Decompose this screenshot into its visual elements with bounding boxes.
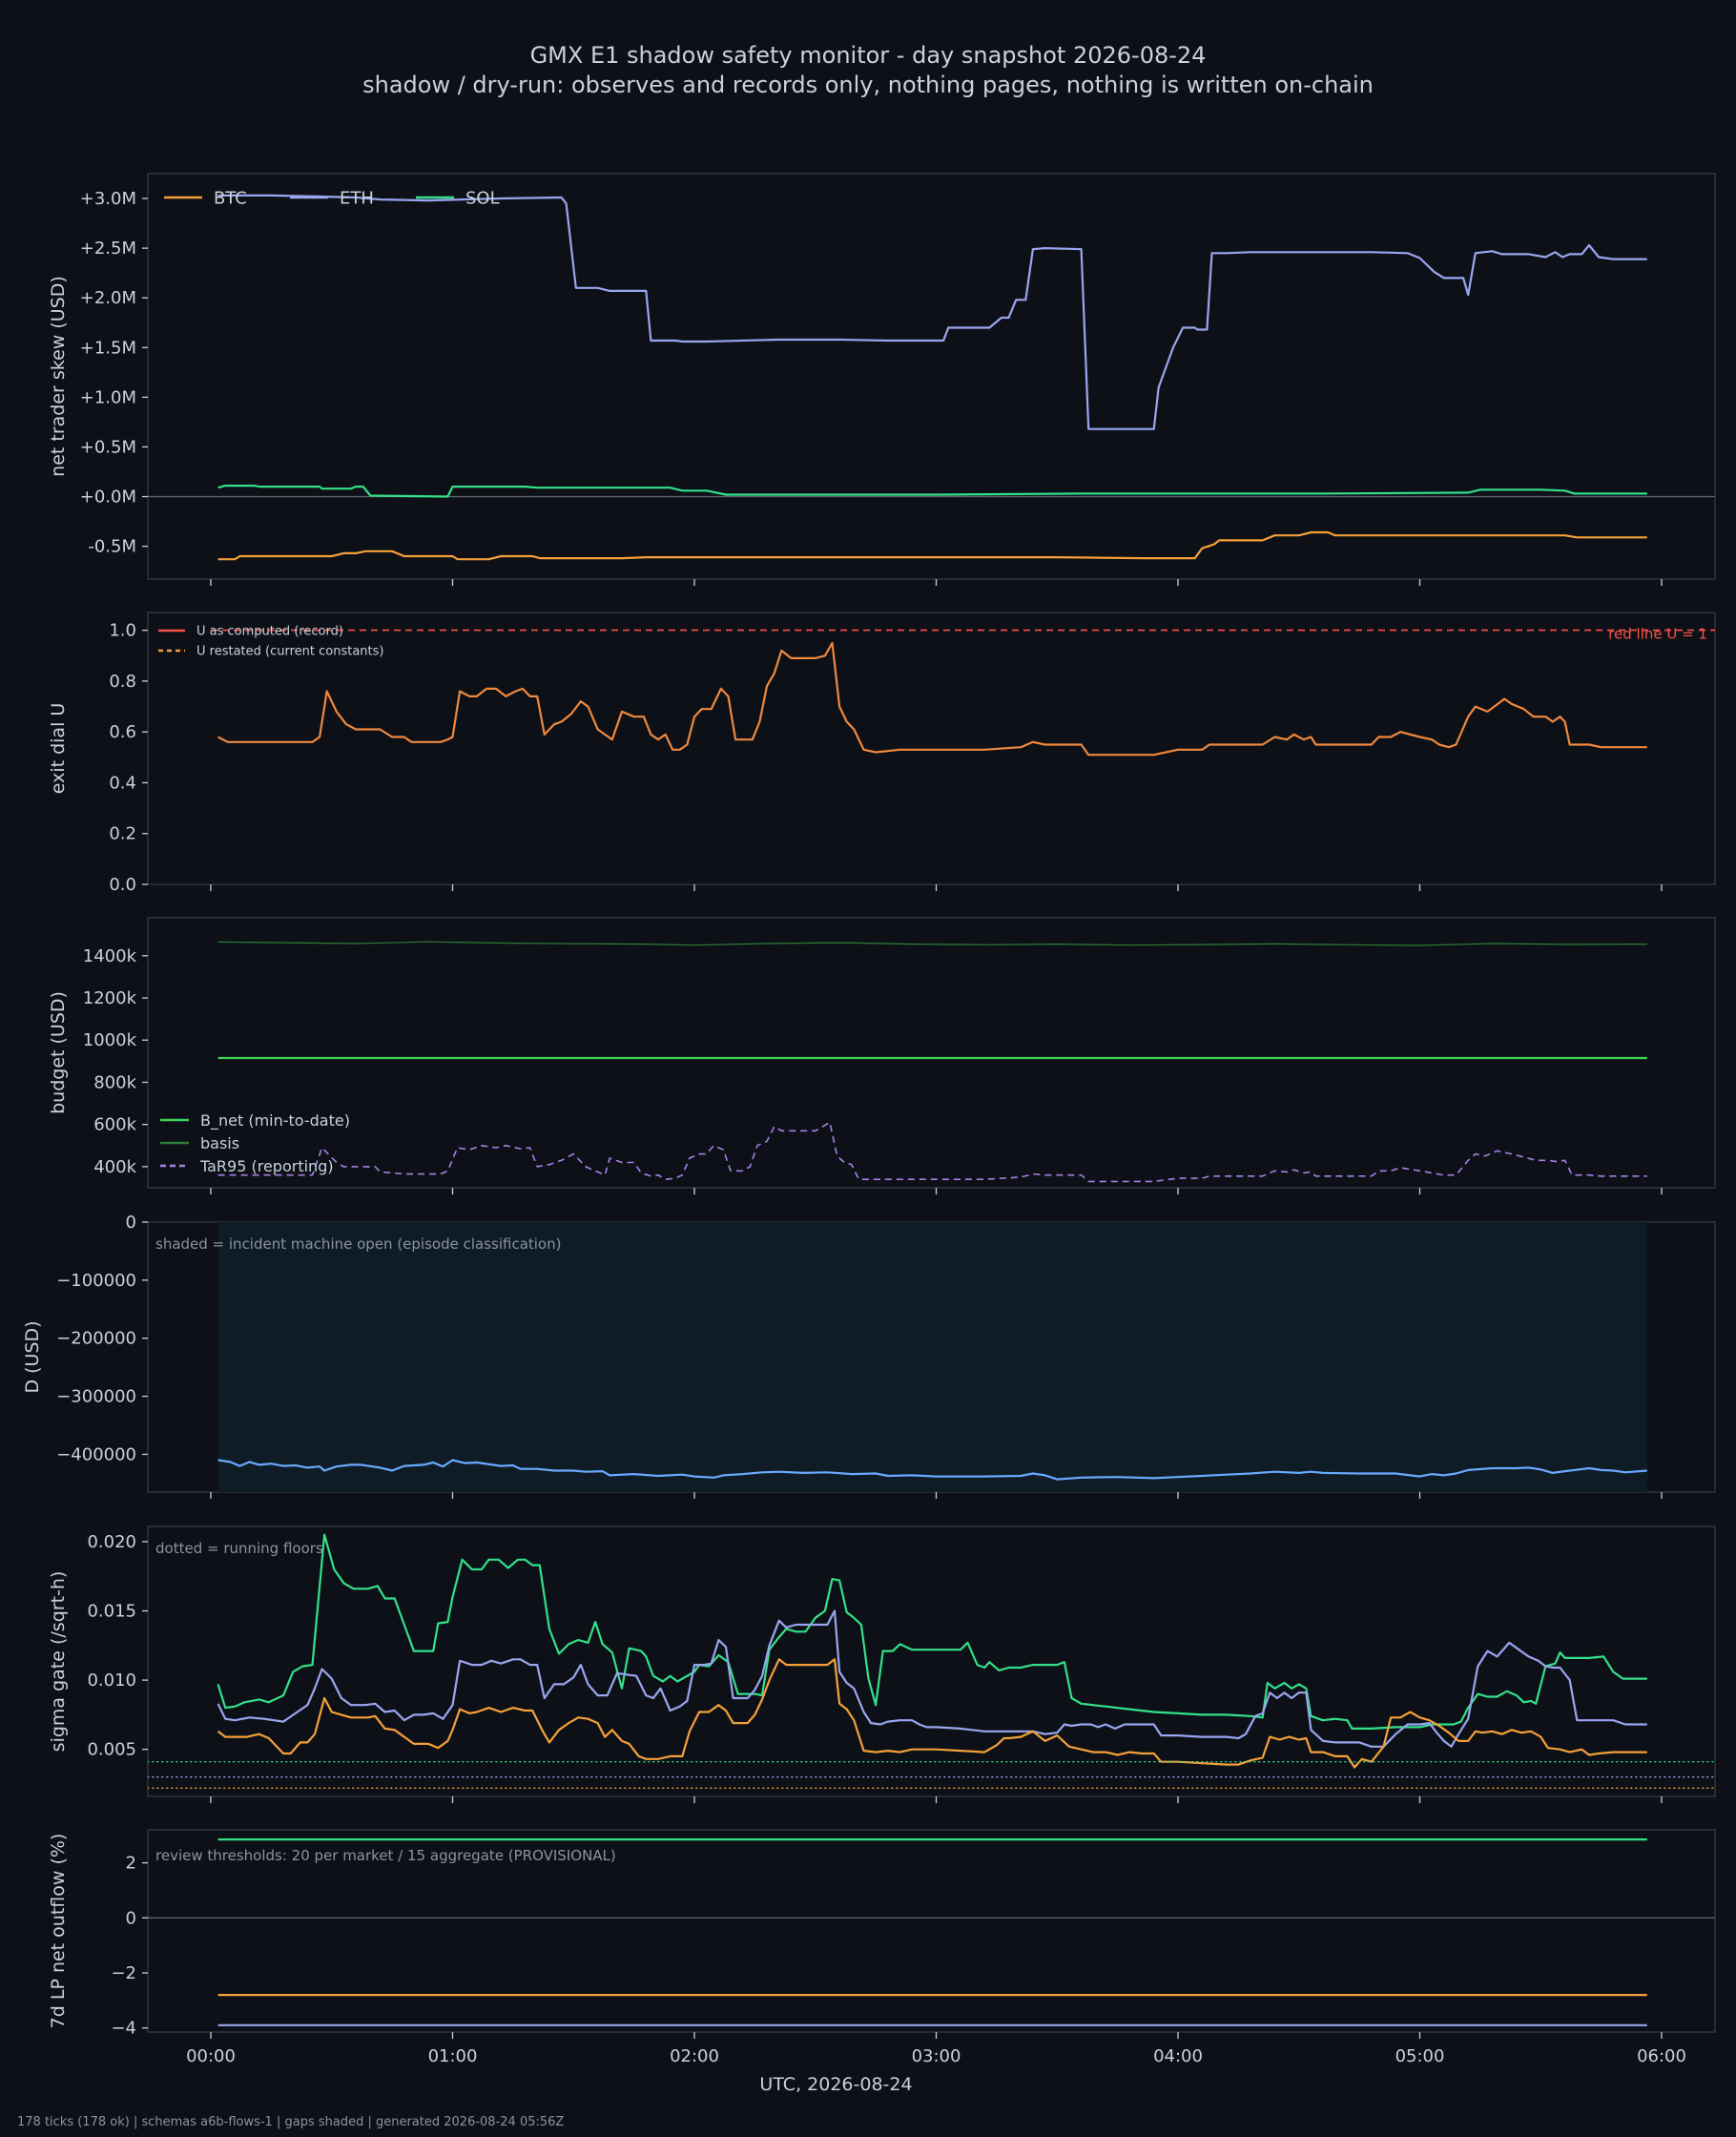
y-tick-label: +2.5M [80, 239, 136, 259]
series-btc [217, 530, 1647, 561]
figure-subtitle: shadow / dry-run: observes and records o… [362, 72, 1374, 98]
plot-area [147, 1829, 1716, 2033]
series-group [217, 1837, 1647, 2026]
series-group [217, 1459, 1647, 1481]
x-tick-label: 03:00 [912, 2046, 961, 2066]
series-tar95-reporting- [217, 1121, 1647, 1183]
legend-label: basis [200, 1134, 239, 1152]
y-tick-label: 0 [126, 1213, 136, 1233]
y-tick-label: 0.0 [109, 875, 136, 895]
y-tick-label: -0.5M [88, 537, 136, 557]
y-tick-label: +1.5M [80, 338, 136, 358]
series-sol [217, 1533, 1647, 1731]
series-sol [217, 485, 1647, 498]
x-tick-label: 05:00 [1395, 2046, 1445, 2066]
panel-exit_dial: 0.0 0.2 0.4 0.6 0.8 1.0 exit dial U red line U … [48, 612, 1716, 895]
y-tick-label: 0.8 [109, 672, 136, 692]
y-tick-label: 1.0 [109, 621, 136, 641]
y-tick-label: −400000 [56, 1444, 136, 1464]
panels: -0.5M +0.0M +0.5M +1.0M +1.5M +2.0M +2.5M +3.0M… [22, 173, 1716, 2095]
y-tick-label: −100000 [56, 1271, 136, 1291]
red-line-label: red line U = 1 [1608, 626, 1707, 643]
series-btc [217, 1658, 1647, 1769]
series-group [217, 194, 1647, 561]
series-group [211, 629, 1715, 757]
legend-label: TaR95 (reporting) [199, 1157, 334, 1175]
x-tick-label: 04:00 [1153, 2046, 1203, 2066]
x-tick-label: 01:00 [428, 2046, 478, 2066]
shaded-incident-region [217, 1222, 1647, 1492]
y-axis-label: net trader skew (USD) [48, 276, 69, 477]
legend-label: BTC [214, 188, 247, 208]
y-tick-label: −200000 [56, 1329, 136, 1349]
legend-label: U as computed (record) [196, 625, 343, 639]
y-tick-label: 0 [126, 1908, 136, 1928]
panel-skew: -0.5M +0.0M +0.5M +1.0M +1.5M +2.0M +2.5M +3.0M… [48, 173, 1716, 586]
y-tick-label: 2 [126, 1854, 136, 1874]
series-group [148, 1533, 1715, 1790]
panel-d_usd: 0 −100000 −200000 −300000 −400000 D (USD) shad… [22, 1213, 1716, 1499]
panel-lp_outflow: −4 −2 0 2 00:00 01:00 02:00 03:00 04:00 05:00 06:0… [48, 1829, 1716, 2095]
series-eth [217, 1609, 1647, 1748]
y-tick-label: 0.005 [87, 1740, 136, 1760]
panel-annotation: review thresholds: 20 per market / 15 ag… [155, 1847, 616, 1864]
y-tick-label: 1000k [83, 1030, 137, 1050]
y-tick-label: +1.0M [80, 387, 136, 407]
y-tick-label: 0.2 [109, 824, 136, 844]
legend-label: SOL [465, 188, 500, 208]
series-eth [217, 194, 1647, 430]
y-tick-label: +0.5M [80, 437, 136, 457]
x-axis-label: UTC, 2026-08-24 [759, 2074, 912, 2095]
plot-area [147, 917, 1716, 1189]
series-basis [217, 941, 1647, 946]
legend-exit_dial: U as computed (record) U restated (curren… [158, 625, 383, 659]
figure-title: GMX E1 shadow safety monitor - day snaps… [530, 42, 1207, 69]
plot-area [147, 173, 1716, 580]
y-tick-label: 0.020 [87, 1532, 136, 1552]
y-tick-label: −2 [111, 1963, 136, 1983]
legend-budget: B_net (min-to-date) basis TaR95 (reporting… [160, 1111, 350, 1175]
y-tick-label: −4 [111, 2019, 136, 2039]
y-tick-label: +2.0M [80, 288, 136, 308]
series-d [217, 1459, 1647, 1481]
legend-label: U restated (current constants) [196, 645, 383, 659]
y-tick-label: 800k [93, 1072, 136, 1092]
footer-status: 178 ticks (178 ok) | schemas a6b-flows-1… [17, 2115, 564, 2129]
series-u-as-computed-record- [217, 641, 1647, 757]
y-tick-label: 600k [93, 1115, 136, 1135]
y-tick-label: +0.0M [80, 488, 136, 508]
y-axis-label: 7d LP net outflow (%) [48, 1834, 69, 2029]
y-tick-label: +3.0M [80, 189, 136, 209]
y-tick-label: −300000 [56, 1387, 136, 1407]
y-tick-label: 0.010 [87, 1670, 136, 1691]
y-tick-label: 0.6 [109, 722, 136, 742]
y-tick-label: 400k [93, 1157, 136, 1177]
y-axis-label: budget (USD) [48, 991, 69, 1114]
y-tick-label: 1400k [83, 946, 137, 966]
series-group [217, 941, 1647, 1183]
legend-label: B_net (min-to-date) [200, 1111, 350, 1131]
panel-annotation: dotted = running floors [155, 1540, 323, 1557]
plot-area [147, 1525, 1716, 1797]
x-tick-label: 02:00 [670, 2046, 719, 2066]
legend-skew: BTC ETH SOL [164, 188, 500, 208]
legend-label: ETH [340, 188, 374, 208]
y-tick-label: 1200k [83, 988, 137, 1008]
y-axis-label: D (USD) [22, 1320, 43, 1393]
panel-budget: 400k 600k 800k 1000k 1200k 1400k budget (USD) B… [48, 917, 1716, 1194]
panel-sigma_gate: 0.005 0.010 0.015 0.020 sigma gate (/sqrt-h)… [48, 1525, 1716, 1803]
x-tick-label: 06:00 [1637, 2046, 1686, 2066]
y-tick-label: 0.4 [109, 773, 136, 793]
y-axis-label: sigma gate (/sqrt-h) [48, 1571, 69, 1753]
plot-area [147, 612, 1716, 885]
y-axis-label: exit dial U [48, 703, 69, 795]
y-tick-label: 0.015 [87, 1602, 136, 1622]
x-tick-label: 00:00 [186, 2046, 236, 2066]
panel-annotation: shaded = incident machine open (episode … [155, 1235, 561, 1253]
